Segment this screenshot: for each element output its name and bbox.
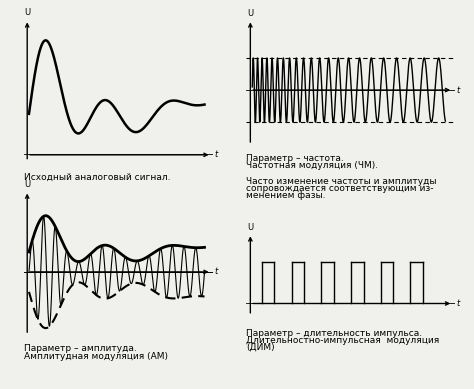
- Text: Параметр – частота.: Параметр – частота.: [246, 154, 344, 163]
- Text: сопровождается соответствующим из-: сопровождается соответствующим из-: [246, 184, 434, 193]
- Text: t: t: [214, 267, 218, 277]
- Text: (ДИМ): (ДИМ): [246, 343, 275, 352]
- Text: t: t: [456, 299, 459, 308]
- Text: Параметр – амплитуда.: Параметр – амплитуда.: [24, 344, 137, 353]
- Text: t: t: [456, 86, 459, 95]
- Text: Длительностно-импульсная  модуляция: Длительностно-импульсная модуляция: [246, 336, 440, 345]
- Text: Параметр – длительность импульса.: Параметр – длительность импульса.: [246, 329, 423, 338]
- Text: Частотная модуляция (ЧМ).: Частотная модуляция (ЧМ).: [246, 161, 379, 170]
- Text: U: U: [24, 8, 30, 17]
- Text: t: t: [214, 150, 218, 159]
- Text: Часто изменение частоты и амплитуды: Часто изменение частоты и амплитуды: [246, 177, 437, 186]
- Text: U: U: [247, 223, 254, 232]
- Text: менением фазы.: менением фазы.: [246, 191, 326, 200]
- Text: Исходный аналоговый сигнал.: Исходный аналоговый сигнал.: [24, 173, 170, 182]
- Text: U: U: [24, 180, 30, 189]
- Text: U: U: [247, 9, 254, 18]
- Text: Амплитудная модуляция (АМ): Амплитудная модуляция (АМ): [24, 352, 168, 361]
